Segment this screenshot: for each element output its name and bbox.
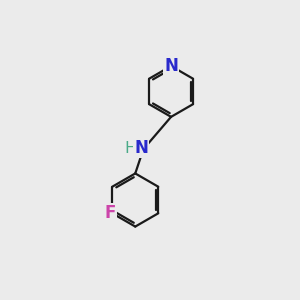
Text: N: N	[164, 57, 178, 75]
Text: F: F	[105, 204, 116, 222]
Text: N: N	[134, 139, 148, 157]
Text: H: H	[124, 140, 136, 155]
